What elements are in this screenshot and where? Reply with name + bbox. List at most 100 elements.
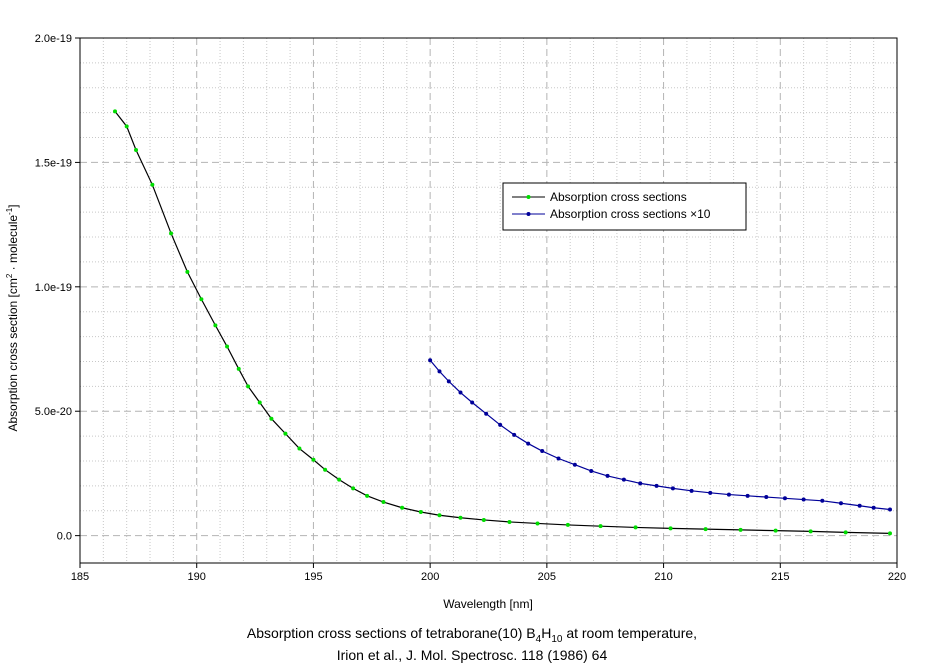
data-point [297, 446, 302, 451]
legend-label-series-2: Absorption cross sections ×10 [550, 207, 711, 221]
data-point [572, 462, 577, 467]
data-point [381, 500, 386, 505]
legend-marker-series-2 [526, 212, 531, 216]
plot-frame [79, 37, 898, 564]
data-point [225, 344, 230, 349]
data-point [458, 515, 463, 520]
series-1 [113, 109, 892, 536]
data-point [236, 366, 241, 371]
data-point [638, 481, 643, 486]
data-point [738, 527, 743, 532]
data-point [843, 530, 848, 535]
data-point [782, 496, 787, 501]
data-point [311, 457, 316, 462]
data-point [481, 517, 486, 522]
data-point [498, 422, 503, 427]
data-point [773, 528, 778, 533]
data-point [437, 369, 442, 374]
data-point [654, 483, 659, 488]
data-point [589, 468, 594, 473]
data-point [458, 390, 463, 395]
data-point [745, 493, 750, 498]
data-point [565, 522, 570, 527]
x-tick-label: 200 [421, 571, 439, 583]
data-point [351, 486, 356, 491]
data-point [670, 486, 675, 491]
legend: Absorption cross sections Absorption cro… [502, 182, 747, 231]
data-point [428, 358, 433, 363]
data-point [150, 182, 155, 187]
data-point [535, 521, 540, 526]
data-point [418, 509, 423, 514]
data-point [598, 524, 603, 529]
data-point [621, 477, 626, 482]
series-layer [113, 109, 892, 536]
data-point [764, 495, 769, 500]
x-tick-label: 205 [538, 571, 556, 583]
legend-marker-series-1 [526, 195, 531, 199]
legend-box [502, 182, 747, 231]
x-tick-label: 195 [304, 571, 322, 583]
data-point [708, 490, 713, 495]
y-tick-label: 2.0e-19 [35, 33, 72, 45]
data-point [605, 473, 610, 478]
data-point [689, 488, 694, 493]
x-tick-label: 210 [654, 571, 672, 583]
data-point [246, 384, 251, 389]
data-point [323, 467, 328, 472]
data-point [801, 497, 806, 502]
data-point [400, 505, 405, 510]
data-point [199, 297, 204, 302]
x-tick-label: 190 [188, 571, 206, 583]
caption-line-1: Absorption cross sections of tetraborane… [247, 625, 697, 645]
data-point [507, 519, 512, 524]
data-point [134, 147, 139, 152]
y-tick-label: 1.5e-19 [35, 157, 72, 169]
data-point [888, 507, 892, 512]
series-2 [428, 358, 892, 512]
plot-area [80, 38, 897, 563]
caption-line-2: Irion et al., J. Mol. Spectrosc. 118 (19… [337, 647, 608, 663]
data-point [185, 269, 190, 274]
x-tick-label: 215 [771, 571, 789, 583]
x-axis-ticks: 185 190 195 200 205 210 215 220 [71, 563, 906, 583]
data-point [633, 525, 638, 530]
data-point [726, 492, 731, 497]
legend-label-series-1: Absorption cross sections [550, 190, 687, 204]
data-point [556, 456, 561, 461]
data-point [124, 124, 129, 129]
data-point [269, 416, 274, 421]
data-point [871, 505, 876, 510]
y-tick-label: 5.0e-20 [35, 406, 72, 418]
data-point [169, 231, 174, 236]
data-point [540, 449, 545, 454]
y-tick-label: 0.0 [57, 531, 72, 543]
series-line-1 [114, 111, 891, 534]
y-axis-label: Absorption cross section [cm2 · molecule… [5, 204, 20, 431]
data-point [703, 527, 708, 532]
data-point [437, 513, 442, 518]
minor-grid [80, 38, 897, 563]
data-point [838, 501, 843, 506]
y-tick-label: 1.0e-19 [35, 282, 72, 294]
x-axis-label: Wavelength [nm] [443, 597, 533, 611]
data-point [113, 109, 118, 114]
data-point [668, 526, 673, 531]
series-line-2 [429, 359, 891, 511]
data-point [512, 432, 517, 437]
data-point [257, 400, 262, 405]
data-point [470, 400, 475, 405]
data-point [283, 431, 288, 436]
data-point [888, 531, 892, 536]
y-axis-ticks: 0.0 5.0e-20 1.0e-19 1.5e-19 2.0e-19 [35, 33, 80, 543]
x-tick-label: 185 [71, 571, 89, 583]
data-point [820, 498, 825, 503]
data-point [484, 411, 489, 416]
x-tick-label: 220 [888, 571, 906, 583]
data-point [337, 477, 342, 482]
major-grid [80, 38, 897, 563]
data-point [857, 503, 862, 508]
data-point [365, 493, 370, 498]
data-point [808, 529, 813, 534]
